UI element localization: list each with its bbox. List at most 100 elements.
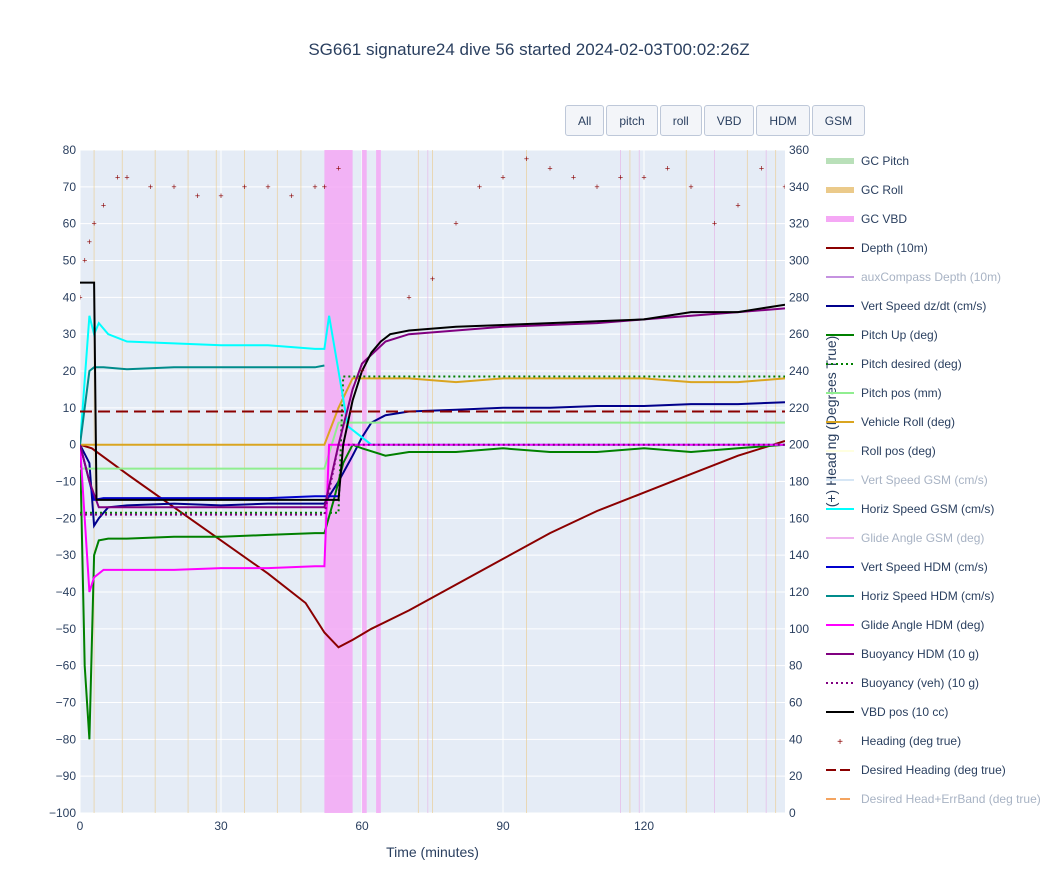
legend-swatch [826, 158, 854, 164]
heading-deg-true-point: + [406, 292, 411, 302]
legend-item-vehicle-roll-deg[interactable]: Vehicle Roll (deg) [825, 412, 955, 432]
heading-deg-true-point: + [641, 173, 646, 183]
legend-item-pitch-desired-deg[interactable]: Pitch desired (deg) [825, 354, 962, 374]
y-tick-label: −80 [56, 732, 77, 746]
legend-item-vbd-pos-10-cc[interactable]: VBD pos (10 cc) [825, 702, 948, 722]
legend-swatch [826, 479, 854, 481]
heading-deg-true-point: + [430, 274, 435, 284]
vbd-pos-10-cc-line [80, 281, 785, 501]
legend-swatch [826, 653, 854, 655]
legend-label: Vert Speed dz/dt (cm/s) [861, 299, 987, 313]
y2-tick-label: 0 [789, 806, 796, 820]
y-tick-label: −60 [56, 659, 77, 673]
legend-item-gc-pitch[interactable]: GC Pitch [825, 151, 909, 171]
y2-tick-label: 60 [789, 696, 803, 710]
y2-tick-label: 80 [789, 659, 803, 673]
legend-label: Vert Speed HDM (cm/s) [861, 560, 988, 574]
legend-item-depth-10m[interactable]: Depth (10m) [825, 238, 928, 258]
legend-item-buoyancy-veh-10-g[interactable]: Buoyancy (veh) (10 g) [825, 673, 979, 693]
heading-deg-true-point: + [242, 182, 247, 192]
heading-deg-true-point: + [101, 200, 106, 210]
legend-swatch [826, 334, 854, 336]
axes: −100−90−80−70−60−50−40−30−20−10010203040… [49, 143, 839, 860]
legend-label: Depth (10m) [861, 241, 928, 255]
legend-item-gc-vbd[interactable]: GC VBD [825, 209, 907, 229]
legend-label: Horiz Speed GSM (cm/s) [861, 502, 995, 516]
y-tick-label: −70 [56, 696, 77, 710]
y2-tick-label: 200 [789, 438, 809, 452]
y-tick-label: 10 [63, 401, 77, 415]
legend-item-vert-speed-hdm-cm-s[interactable]: Vert Speed HDM (cm/s) [825, 557, 988, 577]
legend-item-vert-speed-dz-dt-cm-s[interactable]: Vert Speed dz/dt (cm/s) [825, 296, 986, 316]
button-bar: All pitch roll VBD HDM GSM [565, 105, 866, 136]
heading-deg-true-point: + [524, 154, 529, 164]
legend-item-horiz-speed-gsm-cm-s[interactable]: Horiz Speed GSM (cm/s) [825, 499, 994, 519]
y-tick-label: −30 [56, 548, 77, 562]
legend-swatch [826, 450, 854, 452]
heading-deg-true-point: + [477, 182, 482, 192]
legend-item-pitch-pos-mm[interactable]: Pitch pos (mm) [825, 383, 942, 403]
roll-button[interactable]: roll [659, 105, 702, 136]
legend-swatch [826, 363, 854, 365]
y2-tick-label: 220 [789, 401, 809, 415]
glide-angle-hdm-deg-line [80, 443, 785, 593]
heading-deg-true-point: + [195, 191, 200, 201]
horiz-speed-hdm-cm-s-line [80, 364, 325, 445]
legend-item-horiz-speed-hdm-cm-s[interactable]: Horiz Speed HDM (cm/s) [825, 586, 994, 606]
legend-item-gc-roll[interactable]: GC Roll [825, 180, 903, 200]
all-button[interactable]: All [565, 105, 605, 136]
y2-tick-label: 20 [789, 769, 803, 783]
svg-text:+: + [837, 737, 843, 747]
y2-tick-label: 320 [789, 217, 809, 231]
series-layer: + + + + + + + + + + + + + + + + + + + + + + + + + + + + + + + + + + + [80, 154, 787, 740]
legend-swatch [826, 624, 854, 626]
legend-swatch [826, 769, 854, 771]
x-tick-label: 60 [355, 819, 369, 833]
legend-swatch [826, 537, 854, 539]
y-tick-label: 0 [69, 438, 76, 452]
legend-swatch [826, 276, 854, 278]
legend-item-auxcompass-depth-10m[interactable]: auxCompass Depth (10m) [825, 267, 1001, 287]
gsm-button[interactable]: GSM [811, 105, 866, 136]
legend-item-pitch-up-deg[interactable]: Pitch Up (deg) [825, 325, 938, 345]
heading-deg-true-point: + [500, 173, 505, 183]
heading-deg-true-point: + [571, 173, 576, 183]
x-tick-label: 30 [214, 819, 228, 833]
y-tick-label: 20 [63, 364, 77, 378]
x-tick-label: 0 [77, 819, 84, 833]
legend-item-glide-angle-gsm-deg[interactable]: Glide Angle GSM (deg) [825, 528, 984, 548]
heading-deg-true-point: + [665, 163, 670, 173]
legend-item-heading-deg-true[interactable]: + Heading (deg true) [825, 731, 961, 751]
pitch-up-deg-line [80, 443, 785, 740]
legend-item-desired-head-errband-deg-true[interactable]: Desired Head+ErrBand (deg true) [825, 789, 1041, 809]
y2-tick-label: 240 [789, 364, 809, 378]
heading-deg-true-point: + [735, 200, 740, 210]
legend-item-roll-pos-deg[interactable]: Roll pos (deg) [825, 441, 936, 461]
legend-item-vert-speed-gsm-cm-s[interactable]: Vert Speed GSM (cm/s) [825, 470, 988, 490]
heading-deg-true-point: + [87, 237, 92, 247]
legend-swatch [826, 682, 854, 684]
legend-label: Vert Speed GSM (cm/s) [861, 473, 988, 487]
vbd-button[interactable]: VBD [703, 105, 755, 136]
legend-label: Pitch desired (deg) [861, 357, 962, 371]
legend-item-desired-heading-deg-true[interactable]: Desired Heading (deg true) [825, 760, 1006, 780]
legend-swatch [826, 595, 854, 597]
y2-tick-label: 300 [789, 254, 809, 268]
y2-tick-label: 260 [789, 327, 809, 341]
y-tick-label: −100 [49, 806, 76, 820]
y-tick-label: −50 [56, 622, 77, 636]
legend-item-glide-angle-hdm-deg[interactable]: Glide Angle HDM (deg) [825, 615, 984, 635]
plot-area: + + + + + + + + + + + + + + + + + + + + + + + + + + + + + + + + + + + [79, 149, 787, 814]
hdm-button[interactable]: HDM [756, 105, 810, 136]
legend-item-buoyancy-hdm-10-g[interactable]: Buoyancy HDM (10 g) [825, 644, 979, 664]
legend-swatch [826, 187, 854, 193]
heading-deg-true-point: + [782, 182, 787, 192]
legend-swatch: + [837, 737, 843, 747]
legend-label: Glide Angle HDM (deg) [861, 618, 985, 632]
heading-deg-true-point: + [115, 173, 120, 183]
x-tick-label: 90 [496, 819, 510, 833]
vert-speed-hdm-cm-s-line [80, 444, 339, 502]
pitch-button[interactable]: pitch [606, 105, 658, 136]
y-tick-label: 30 [63, 327, 77, 341]
